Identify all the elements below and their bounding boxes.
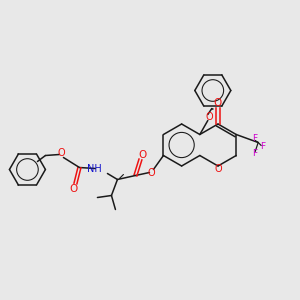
Text: F: F [253,149,258,158]
Text: O: O [205,112,213,122]
Text: F: F [261,142,266,151]
Text: O: O [69,184,78,194]
Text: O: O [214,98,222,108]
Text: O: O [148,169,155,178]
Text: O: O [138,149,147,160]
Text: O: O [214,164,222,174]
Text: F: F [253,134,258,143]
Text: NH: NH [87,164,101,175]
Text: O: O [58,148,65,158]
